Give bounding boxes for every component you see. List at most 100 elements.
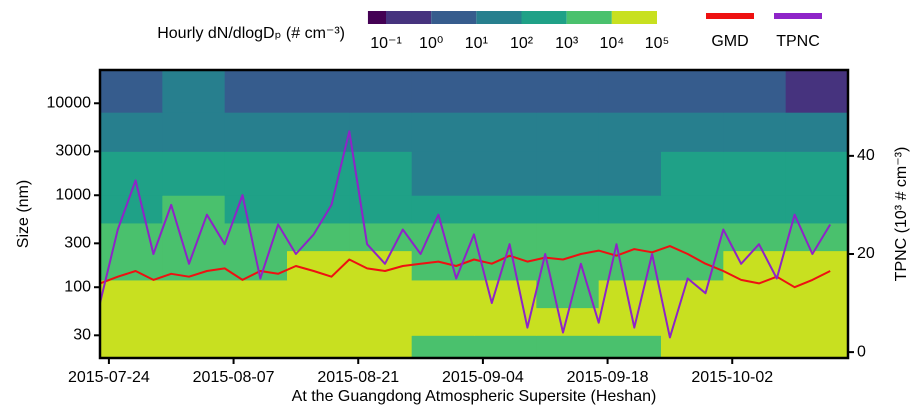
colorbar-swatch: [431, 11, 477, 24]
heatmap-cell: [598, 70, 662, 113]
heatmap-cell: [349, 222, 413, 252]
heatmap-cell: [100, 112, 163, 152]
heatmap-cell: [287, 195, 350, 224]
heatmap-cell: [287, 151, 350, 196]
heatmap-cell: [536, 279, 600, 309]
heatmap-cell: [411, 112, 475, 152]
colorbar-swatch: [367, 11, 386, 24]
heatmap-cell: [723, 195, 787, 224]
heatmap-cell: [411, 307, 475, 336]
x-tick-label: 2015-08-21: [317, 369, 399, 386]
heatmap-cell: [411, 151, 475, 196]
heatmap-cell: [474, 279, 537, 309]
heatmap-cell: [474, 112, 537, 152]
heatmap-cell: [349, 279, 413, 309]
colorbar-swatch: [611, 11, 657, 24]
x-tick-label: 2015-10-02: [691, 369, 773, 386]
heatmap-cell: [349, 112, 413, 152]
heatmap-cell: [785, 250, 849, 281]
heatmap-cell: [536, 112, 600, 152]
y-tick-label: 30: [73, 327, 91, 344]
heatmap-cell: [785, 307, 849, 336]
x-tick-label: 2015-09-18: [567, 369, 649, 386]
y-tick-label: 100: [64, 278, 91, 295]
heatmap-cell: [224, 335, 288, 359]
heatmap-cell: [349, 70, 413, 113]
heatmap-cell: [349, 307, 413, 336]
heatmap-cell: [723, 112, 787, 152]
y-tick-label: 300: [64, 235, 91, 252]
heatmap-cell: [287, 70, 350, 113]
colorbar-tick-label: 10¹: [465, 35, 488, 52]
colorbar-swatch: [386, 11, 432, 24]
heatmap-cell: [598, 112, 662, 152]
heatmap-cell: [536, 70, 600, 113]
y-tick-label: 10000: [47, 94, 92, 111]
colorbar-tick-label: 10⁻¹: [370, 35, 402, 52]
heatmap-cell: [723, 307, 787, 336]
heatmap-cell: [598, 335, 662, 359]
y-tick-label: 3000: [55, 143, 91, 160]
heatmap-cell: [661, 279, 724, 309]
heatmap-cell: [287, 112, 350, 152]
x-tick-label: 2015-09-04: [442, 369, 524, 386]
heatmap-cell: [661, 112, 724, 152]
heatmap-cell: [224, 279, 288, 309]
heatmap-cell: [224, 70, 288, 113]
heatmap-cell: [411, 279, 475, 309]
y2-axis-label: TPNC (10³ # cm⁻³): [893, 147, 910, 282]
heatmap-cell: [723, 151, 787, 196]
colorbar-tick-label: 10⁵: [645, 35, 669, 52]
heatmap-cell: [162, 112, 226, 152]
heatmap-cell: [162, 279, 226, 309]
heatmap-cell: [785, 279, 849, 309]
y2-tick-label: 0: [857, 343, 866, 360]
heatmap-cell: [785, 70, 849, 113]
heatmap-cell: [100, 195, 163, 224]
plot-frame: [98, 68, 850, 360]
heatmap-cell: [661, 307, 724, 336]
heatmap-cell: [661, 151, 724, 196]
heatmap-cell: [411, 222, 475, 252]
heatmap-cell: [100, 151, 163, 196]
x-tick-label: 2015-07-24: [68, 369, 150, 386]
heatmap-cell: [536, 335, 600, 359]
heatmap-cell: [474, 222, 537, 252]
heatmap-cell: [224, 112, 288, 152]
heatmap-cell: [162, 307, 226, 336]
y2-tick-label: 40: [857, 147, 875, 164]
legend-label: TPNC: [776, 33, 820, 50]
colorbar-title: Hourly dN/dlogDₚ (# cm⁻³): [157, 25, 345, 42]
colorbar-swatch: [566, 11, 612, 24]
heatmap-cell: [598, 222, 662, 252]
heatmap-cell: [536, 222, 600, 252]
heatmap-cell: [474, 307, 537, 336]
heatmap-cell: [661, 195, 724, 224]
heatmap-cell: [411, 195, 475, 224]
heatmap-cell: [785, 112, 849, 152]
heatmap-cell: [100, 279, 163, 309]
heatmap-cell: [349, 195, 413, 224]
heatmap-cell: [411, 250, 475, 281]
colorbar-tick-label: 10³: [555, 35, 579, 52]
heatmap-cell: [411, 70, 475, 113]
heatmap-cell: [162, 70, 226, 113]
heatmap-cell: [287, 279, 350, 309]
y-axis-label: Size (nm): [15, 180, 32, 248]
heatmap-cell: [349, 335, 413, 359]
colorbar-swatch: [521, 11, 567, 24]
colorbar-tick-label: 10²: [510, 35, 534, 52]
heatmap-cell: [785, 195, 849, 224]
heatmap-cell: [661, 250, 724, 281]
heatmap-cell: [287, 307, 350, 336]
series-line: [99, 245, 831, 289]
series-line: [99, 130, 832, 339]
heatmap-cell: [162, 151, 226, 196]
x-axis-label: At the Guangdong Atmospheric Supersite (…: [292, 388, 657, 405]
heatmap-cell: [536, 151, 600, 196]
y-tick-label: 1000: [55, 186, 91, 203]
heatmap-cell: [100, 335, 163, 359]
heatmap-cell: [474, 70, 537, 113]
y2-tick-label: 20: [857, 245, 875, 262]
